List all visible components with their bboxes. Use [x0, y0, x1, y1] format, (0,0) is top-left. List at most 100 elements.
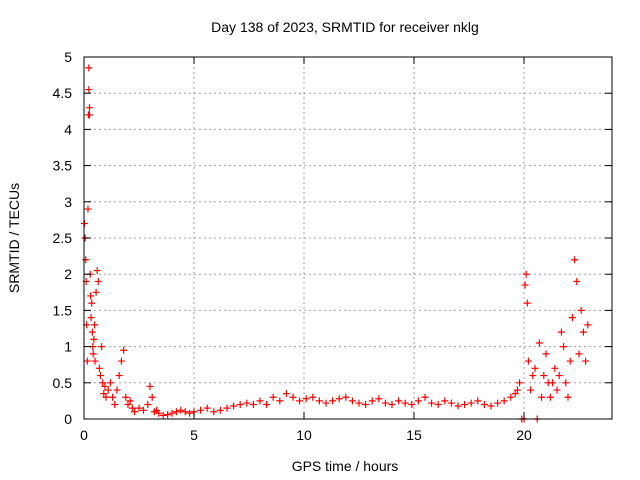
data-point	[117, 357, 125, 365]
data-point	[181, 408, 189, 416]
data-point	[177, 406, 185, 414]
data-point	[553, 386, 561, 394]
data-point	[575, 350, 583, 358]
data-point	[120, 346, 128, 354]
data-point	[102, 393, 110, 401]
data-point	[315, 397, 323, 405]
data-point	[381, 399, 389, 407]
y-tick-label: 5	[64, 49, 72, 65]
y-tick-label: 4	[64, 121, 72, 137]
data-point	[97, 372, 104, 380]
data-point	[522, 270, 530, 278]
data-points	[80, 64, 592, 423]
data-point	[395, 397, 403, 405]
data-point	[86, 111, 93, 119]
data-point	[139, 406, 147, 414]
data-point	[516, 379, 524, 387]
data-point	[348, 397, 356, 405]
data-point	[122, 393, 130, 401]
data-point	[524, 357, 532, 365]
y-tick-label: 1.5	[53, 302, 73, 318]
data-point	[507, 393, 515, 401]
data-point	[421, 393, 429, 401]
data-point	[538, 393, 546, 401]
data-point	[86, 104, 93, 112]
data-point	[494, 399, 502, 407]
data-point	[168, 409, 176, 417]
data-point	[164, 411, 172, 419]
data-point	[480, 401, 488, 409]
data-point	[441, 397, 449, 405]
data-point	[91, 357, 99, 365]
data-point	[527, 386, 535, 394]
data-point	[135, 404, 143, 412]
data-point	[90, 335, 98, 343]
data-point	[210, 408, 218, 416]
axis-ticks: 0 0.5 1 1.5 2 2.5 3 3.5 4 4.5 5 0 5 10 15 20	[53, 49, 612, 443]
x-tick-label: 0	[80, 427, 88, 443]
plot-border	[83, 56, 613, 420]
data-point	[236, 401, 244, 409]
data-point	[186, 409, 194, 417]
data-point	[100, 390, 108, 398]
data-point	[571, 256, 579, 264]
plot-area	[84, 57, 612, 419]
data-point	[573, 277, 581, 285]
data-point	[85, 64, 93, 72]
data-point	[109, 393, 117, 401]
data-point	[282, 390, 290, 398]
y-tick-label: 3	[64, 194, 72, 210]
data-point	[535, 339, 543, 347]
data-point	[83, 357, 91, 365]
data-point	[276, 397, 284, 405]
x-tick-label: 15	[406, 427, 422, 443]
y-axis-label: SRMTID / TECUs	[6, 183, 22, 293]
data-point	[529, 372, 537, 380]
data-point	[101, 382, 109, 390]
data-point	[289, 393, 297, 401]
data-point	[93, 267, 101, 275]
data-point	[362, 401, 370, 409]
data-point	[401, 399, 409, 407]
data-point	[113, 386, 121, 394]
data-point	[428, 399, 436, 407]
data-point	[434, 401, 442, 409]
data-point	[564, 393, 572, 401]
data-point	[302, 395, 310, 403]
x-axis-label: GPS time / hours	[292, 458, 399, 474]
data-point	[263, 401, 271, 409]
data-point	[223, 404, 231, 412]
data-point	[197, 406, 205, 414]
data-point	[243, 399, 251, 407]
data-point	[566, 357, 574, 365]
y-tick-label: 3.5	[53, 158, 73, 174]
data-point	[115, 372, 123, 380]
data-point	[557, 328, 565, 336]
data-point	[560, 343, 568, 351]
data-point	[546, 393, 554, 401]
data-point	[249, 401, 257, 409]
data-point	[487, 402, 495, 410]
data-point	[474, 397, 482, 405]
data-point	[523, 299, 531, 307]
data-point	[84, 205, 92, 213]
y-tick-label: 4.5	[53, 85, 73, 101]
data-point	[88, 299, 96, 307]
y-tick-label: 2.5	[53, 230, 73, 246]
y-tick-label: 0	[64, 411, 72, 427]
data-point	[500, 397, 508, 405]
data-point	[128, 404, 136, 412]
data-point	[269, 393, 277, 401]
data-point	[368, 397, 376, 405]
data-point	[296, 397, 304, 405]
y-tick-label: 2	[64, 266, 72, 282]
data-point	[230, 402, 238, 410]
data-point	[584, 321, 592, 329]
data-point	[329, 397, 337, 405]
data-point	[408, 401, 416, 409]
data-point	[551, 364, 559, 372]
data-point	[172, 408, 180, 416]
data-point	[454, 402, 462, 410]
data-point	[521, 281, 529, 289]
chart-title: Day 138 of 2023, SRMTID for receiver nkl…	[211, 19, 479, 35]
